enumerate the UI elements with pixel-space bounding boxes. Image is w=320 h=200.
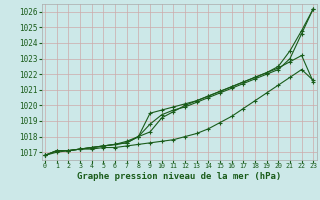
X-axis label: Graphe pression niveau de la mer (hPa): Graphe pression niveau de la mer (hPa): [77, 172, 281, 181]
